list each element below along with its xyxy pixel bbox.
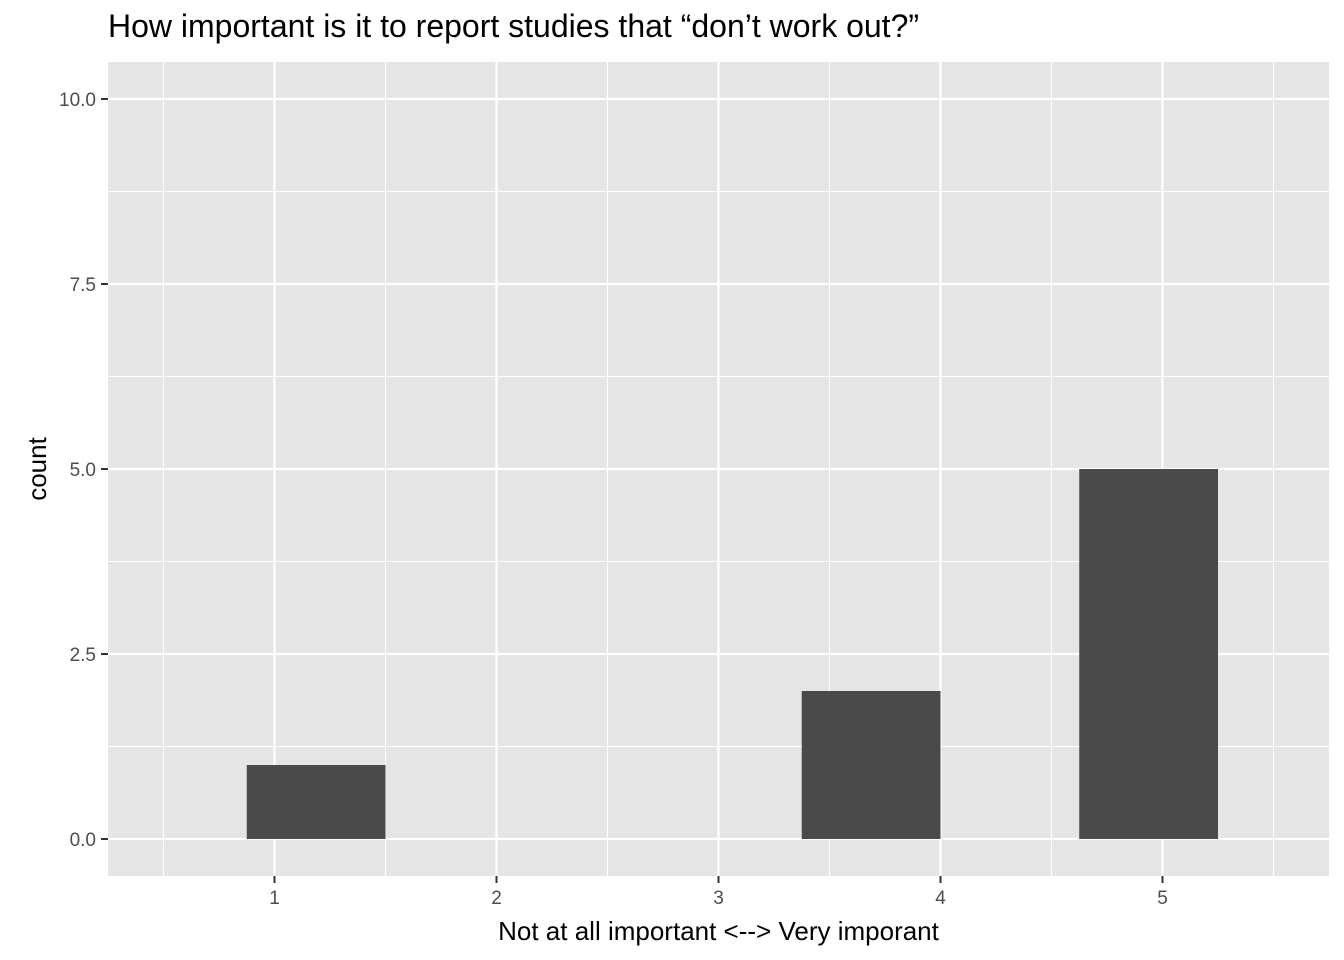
bar bbox=[1079, 469, 1218, 839]
bars bbox=[246, 469, 1218, 839]
chart-title: How important is it to report studies th… bbox=[108, 8, 920, 44]
y-tick-label: 7.5 bbox=[70, 275, 96, 296]
x-tick-label: 1 bbox=[269, 888, 280, 909]
y-tick-label: 5.0 bbox=[70, 460, 96, 481]
y-tick-label: 2.5 bbox=[70, 645, 96, 666]
y-axis-title: count bbox=[22, 436, 52, 500]
y-tick-label: 10.0 bbox=[59, 90, 96, 111]
x-tick-label: 4 bbox=[935, 888, 946, 909]
major-gridlines bbox=[108, 62, 1329, 876]
x-axis-title: Not at all important <--> Very imporant bbox=[498, 916, 940, 946]
x-tick-label: 5 bbox=[1157, 888, 1168, 909]
bar bbox=[801, 691, 941, 839]
x-axis: 1 2 3 4 5 bbox=[269, 876, 1168, 909]
bar bbox=[246, 765, 386, 839]
y-tick-label: 0.0 bbox=[70, 830, 96, 851]
x-tick-label: 3 bbox=[713, 888, 724, 909]
y-axis: 0.0 2.5 5.0 7.5 10.0 bbox=[59, 90, 108, 851]
x-tick-label: 2 bbox=[491, 888, 502, 909]
